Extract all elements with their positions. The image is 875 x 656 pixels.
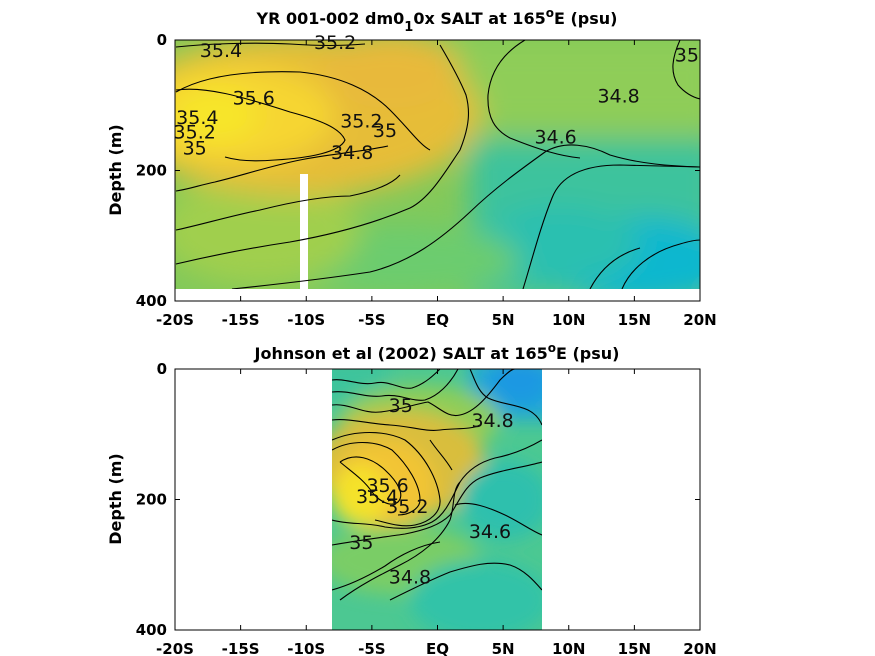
contour-label: 35 (349, 532, 373, 554)
x-tick-label: -20S (156, 640, 194, 656)
x-tick-label: 10N (552, 640, 585, 656)
x-tick-label: -15S (222, 311, 260, 329)
x-tick-label: -10S (287, 311, 325, 329)
contour-label: 35 (373, 120, 397, 142)
contour-label: 35.2 (174, 121, 216, 143)
contour-label: 34.8 (597, 85, 639, 107)
x-tick-label: -5S (358, 311, 385, 329)
contour-label: 35.4 (200, 40, 242, 62)
salinity-field-observed (332, 369, 542, 630)
x-tick-label: 15N (618, 640, 651, 656)
contour-label: 34.6 (469, 521, 511, 543)
y-ticks-observed: 0 200 400 (136, 360, 700, 639)
data-gap-bar (300, 174, 308, 289)
y-ticks-model: 0 200 400 (136, 31, 700, 310)
contour-label: 34.8 (471, 410, 513, 432)
x-ticks-observed: -20S -15S -10S -5S EQ 5N 10N 15N 20N (156, 369, 717, 656)
contour-labels-observed: 35 34.8 35.635.435.2 34.6 35 34.8 (349, 395, 514, 589)
y-tick-label: 400 (136, 621, 167, 639)
salinity-field-model (175, 40, 700, 289)
x-tick-label: 5N (492, 640, 515, 656)
contour-label: 35 (675, 44, 699, 66)
contour-label: 35.4 (176, 107, 218, 129)
contour-label: 35.2 (340, 110, 382, 132)
x-tick-label: 20N (683, 311, 716, 329)
panel-model: YR 001-002 dm010x SALT at 165oE (psu) (106, 6, 717, 329)
contour-label: 35.6 (366, 475, 408, 497)
y-tick-label: 400 (136, 292, 167, 310)
contour-label: 34.6 (534, 127, 576, 149)
x-tick-label: -10S (287, 640, 325, 656)
contours-model (175, 40, 700, 289)
x-tick-label: 20N (683, 640, 716, 656)
y-tick-label: 200 (136, 162, 167, 180)
x-tick-label: EQ (426, 640, 449, 656)
y-axis-label-model: Depth (m) (106, 124, 125, 216)
contour-label: 35 (389, 395, 413, 417)
x-tick-label: -5S (358, 640, 385, 656)
x-tick-label: 5N (492, 311, 515, 329)
contour-label: 34.8 (389, 566, 431, 588)
contour-label: 35.6 (233, 87, 275, 109)
contour-label: 34.8 (331, 142, 373, 164)
y-axis-label-observed: Depth (m) (106, 453, 125, 545)
contours-observed (332, 369, 542, 601)
contour-label: 35.4 (356, 486, 398, 508)
panel2-title: Johnson et al (2002) SALT at 165oE (psu) (254, 341, 620, 363)
y-tick-label: 200 (136, 491, 167, 509)
contour-label: 35 (183, 138, 207, 160)
x-tick-label: -15S (222, 640, 260, 656)
contour-label: 35.2 (314, 32, 356, 54)
y-tick-label: 0 (157, 360, 167, 378)
x-tick-label: 15N (618, 311, 651, 329)
panel-observed: Johnson et al (2002) SALT at 165oE (psu) (106, 341, 717, 656)
contour-label: 35.2 (386, 496, 428, 518)
x-ticks-model: -20S -15S -10S -5S EQ 5N 10N 15N 20N (156, 40, 717, 329)
y-tick-label: 0 (157, 31, 167, 49)
x-tick-label: -20S (156, 311, 194, 329)
x-tick-label: 10N (552, 311, 585, 329)
panel1-title: YR 001-002 dm010x SALT at 165oE (psu) (256, 6, 618, 35)
x-tick-label: EQ (426, 311, 449, 329)
